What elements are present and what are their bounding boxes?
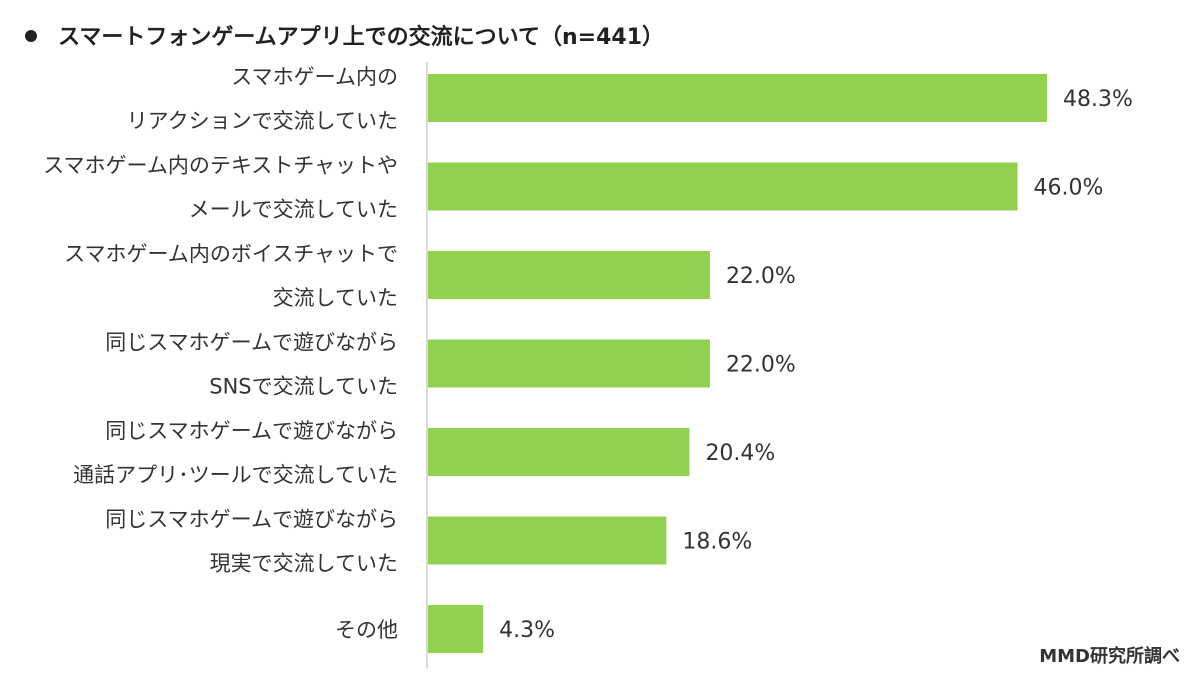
bar-4 xyxy=(428,339,710,388)
value-label-3: 22.0% xyxy=(726,264,796,289)
bars-layer xyxy=(428,74,1047,653)
category-label-2-line-1: スマホゲーム内のテキストチャットや xyxy=(43,154,398,178)
value-label-4: 22.0% xyxy=(726,353,796,378)
value-label-7: 4.3% xyxy=(499,618,555,643)
bar-5 xyxy=(428,428,690,476)
category-label-6-line-1: 同じスマホゲームで遊びながら xyxy=(105,508,398,532)
category-label-2-line-2: メールで交流していた xyxy=(189,198,398,222)
chart-title: スマートフォンゲームアプリ上での交流について（n=441） xyxy=(58,24,664,50)
category-labels: スマホゲーム内のリアクションで交流していたスマホゲーム内のテキストチャットやメー… xyxy=(43,65,398,642)
category-label-1-line-1: スマホゲーム内の xyxy=(231,65,398,89)
category-label-1-line-2: リアクションで交流していた xyxy=(127,109,398,133)
bar-1 xyxy=(428,74,1047,122)
bar-2 xyxy=(428,162,1018,211)
value-label-2: 46.0% xyxy=(1034,176,1104,201)
bar-7 xyxy=(428,605,484,653)
category-label-3-line-1: スマホゲーム内のボイスチャットで xyxy=(64,242,398,266)
category-label-4-line-1: 同じスマホゲームで遊びながら xyxy=(105,331,398,355)
category-label-4-line-2: SNSで交流していた xyxy=(209,375,398,399)
bar-3 xyxy=(428,251,710,299)
source-note: MMD研究所調べ xyxy=(1039,645,1180,667)
category-label-3-line-2: 交流していた xyxy=(273,286,398,310)
title-bullet-icon xyxy=(25,30,37,42)
value-label-5: 20.4% xyxy=(705,441,775,466)
category-label-5-line-2: 通話アプリ･ツールで交流していた xyxy=(73,463,398,487)
value-label-6: 18.6% xyxy=(682,530,752,555)
category-label-7-line-1: その他 xyxy=(335,618,398,642)
category-label-6-line-2: 現実で交流していた xyxy=(210,552,398,576)
value-labels: 48.3% 46.0% 22.0% 22.0% 20.4% 18.6% 4.3% xyxy=(499,87,1133,643)
bar-6 xyxy=(428,516,667,565)
value-label-1: 48.3% xyxy=(1063,87,1133,112)
category-label-5-line-1: 同じスマホゲームで遊びながら xyxy=(105,419,398,443)
